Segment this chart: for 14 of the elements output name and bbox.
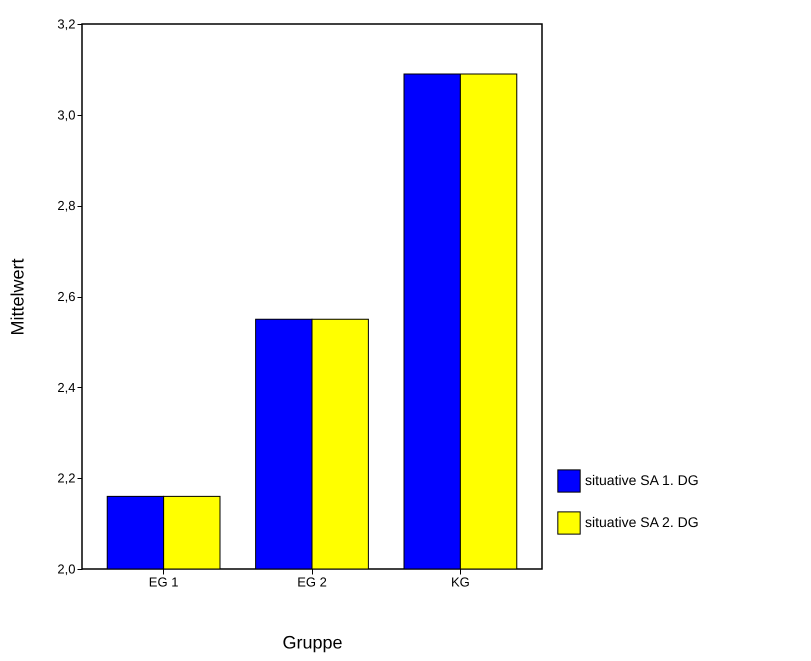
y-axis-title: Mittelwert bbox=[7, 258, 28, 336]
x-axis-title: Gruppe bbox=[282, 632, 343, 652]
y-tick-label: 2,2 bbox=[57, 470, 76, 486]
x-tick-label: EG 1 bbox=[148, 574, 178, 590]
x-tick-label: EG 2 bbox=[297, 574, 327, 590]
y-tick-label: 2,8 bbox=[57, 198, 76, 214]
legend-label: situative SA 1. DG bbox=[585, 472, 699, 488]
x-tick-label: KG bbox=[450, 574, 470, 590]
y-tick-label: 2,4 bbox=[57, 380, 76, 395]
y-tick-label: 2,0 bbox=[57, 562, 76, 576]
y-tick-label: 3,0 bbox=[57, 107, 76, 122]
y-tick-label: 2,6 bbox=[57, 289, 76, 304]
legend-label: situative SA 2. DG bbox=[585, 514, 699, 530]
y-tick-label: 3,2 bbox=[57, 16, 76, 32]
